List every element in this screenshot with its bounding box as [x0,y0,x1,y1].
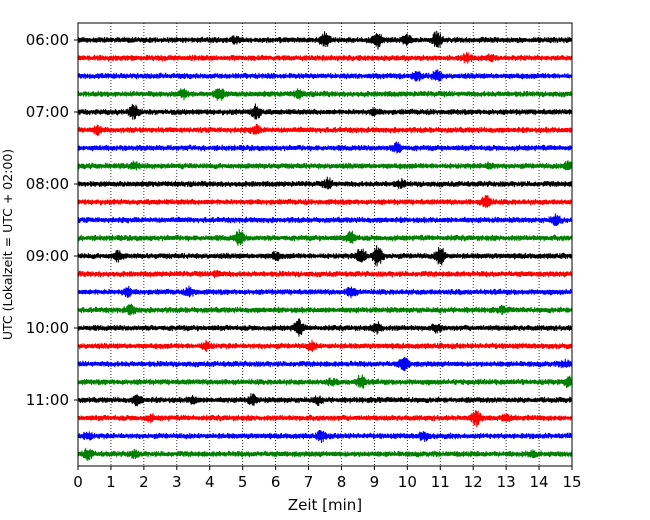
seismogram-trace [77,393,573,407]
x-tick-label: 3 [172,473,182,491]
seismogram-trace [77,357,573,372]
trace-layer [77,30,573,461]
seismogram-trace [77,245,573,267]
x-tick-label: 2 [139,473,149,491]
seismogram-trace [77,339,573,352]
x-tick-label: 9 [370,473,380,491]
seismogram-trace [77,52,573,64]
seismogram-trace [77,303,573,316]
seismogram-trace [77,160,573,171]
seismogram-trace [77,374,573,389]
seismogram-trace [77,103,573,120]
y-tick-label: 08:00 [26,175,69,193]
x-axis: 0 1 2 3 4 5 6 7 8 9 10 11 12 13 14 15 [73,466,582,491]
seismogram-trace [77,176,573,190]
seismogram-trace [77,195,573,208]
seismogram-trace [77,69,573,82]
y-axis-label: UTC (Lokalzeit = UTC + 02:00) [0,149,15,340]
seismogram-trace [77,123,573,137]
x-tick-label: 10 [398,473,417,491]
x-axis-label: Zeit [min] [288,496,362,514]
seismogram-trace [77,269,573,279]
x-tick-label: 5 [238,473,248,491]
x-tick-label: 11 [431,473,450,491]
y-tick-label: 07:00 [26,103,69,121]
x-tick-label: 14 [530,473,549,491]
plot-frame [77,22,573,467]
x-tick-label: 8 [337,473,347,491]
x-tick-label: 15 [562,473,581,491]
seismogram-trace [77,30,573,50]
y-tick-label: 10:00 [26,319,69,337]
seismogram-trace [77,285,573,299]
x-tick-label: 7 [304,473,314,491]
y-tick-label: 09:00 [26,247,69,265]
seismogram-trace [77,228,573,247]
seismogram-trace [77,429,573,444]
x-tick-label: 12 [464,473,483,491]
x-tick-label: 0 [73,473,83,491]
seismogram-trace [77,447,573,461]
seismogram-trace [77,318,573,337]
seismogram-trace [77,88,573,101]
y-axis: 06:00 07:00 08:00 09:00 10:00 11:00 [26,31,78,409]
y-tick-label: 06:00 [26,31,69,49]
grid-lines [110,23,540,466]
seismogram-trace [77,213,573,227]
y-tick-label: 11:00 [26,391,69,409]
x-tick-label: 4 [205,473,215,491]
seismogram-trace [77,410,573,428]
x-tick-label: 13 [497,473,516,491]
x-tick-label: 6 [271,473,281,491]
x-tick-label: 1 [106,473,116,491]
seismogram-trace [77,141,573,154]
